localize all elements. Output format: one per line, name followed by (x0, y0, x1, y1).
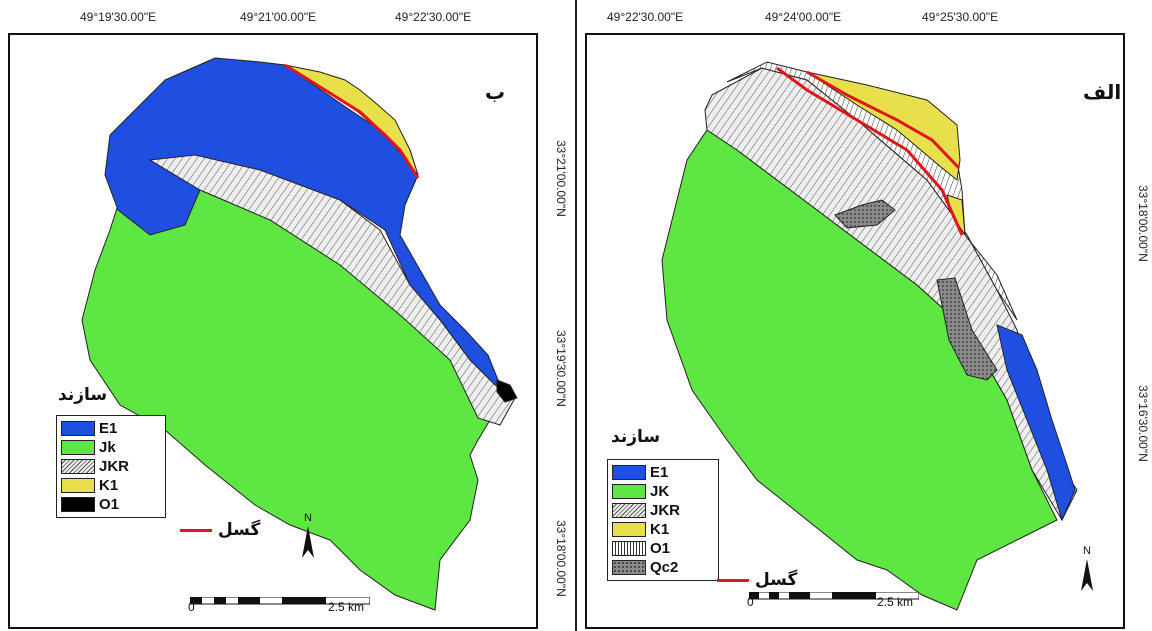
scale-bar: 0 2.5 km (188, 592, 371, 614)
swatch-jk (61, 440, 95, 455)
unit-qc2-area (936, 277, 998, 381)
legend-item: O1 (61, 495, 161, 514)
fault-line (806, 70, 961, 170)
legend-title: سازند (58, 385, 108, 405)
fault-line (284, 63, 420, 179)
fault-line (776, 66, 964, 236)
legend-item: Jk (61, 438, 161, 457)
map-frame (8, 33, 538, 629)
swatch-qc2 (612, 560, 646, 575)
geology-map-b (81, 57, 518, 611)
fault-line-swatch (717, 578, 749, 582)
legend-item: JKR (61, 457, 161, 476)
legend-item: Qc2 (612, 558, 714, 577)
map-panel-a: 49°22'30.00"E 49°24'00.00"E 49°25'30.00"… (577, 0, 1152, 631)
top-coord-label: 49°24'00.00"E (765, 10, 842, 24)
swatch-jkr (61, 459, 95, 474)
map-panel-b: 49°19'30.00"E 49°21'00.00"E 49°22'30.00"… (0, 0, 575, 631)
map-frame (585, 33, 1125, 629)
swatch-o1 (61, 497, 95, 512)
north-arrow: N (1077, 545, 1097, 598)
swatch-jk (612, 484, 646, 499)
north-arrow: N (298, 512, 318, 565)
swatch-jkr (612, 503, 646, 518)
north-arrow-icon (302, 526, 314, 558)
legend-b: E1 Jk JKR K1 O1 (56, 415, 166, 518)
top-coord-label: 49°22'30.00"E (395, 10, 472, 24)
scale-bar: 0 2.5 km (747, 587, 920, 609)
unit-k1-area (806, 71, 961, 181)
legend-a: E1 JK JKR K1 O1 Qc2 (607, 459, 719, 581)
panel-divider (575, 0, 577, 631)
unit-o1-area (496, 379, 518, 403)
swatch-k1 (61, 478, 95, 493)
geology-map-a (661, 61, 1078, 611)
panel-letter: ب (485, 80, 506, 104)
legend-item: K1 (61, 476, 161, 495)
swatch-o1 (612, 541, 646, 556)
top-coord-label: 49°22'30.00"E (607, 10, 684, 24)
north-arrow-icon (1081, 559, 1093, 591)
panel-letter: الف (1083, 80, 1122, 104)
unit-jk-area (81, 187, 491, 611)
legend-item: K1 (612, 520, 714, 539)
legend-item: JKR (612, 501, 714, 520)
legend-title: سازند (611, 427, 661, 447)
fault-legend: گسل (717, 570, 797, 590)
top-coord-label: 49°25'30.00"E (922, 10, 999, 24)
top-coord-label: 49°19'30.00"E (80, 10, 157, 24)
swatch-e1 (612, 465, 646, 480)
fault-legend: گسل (180, 520, 260, 540)
legend-item: E1 (61, 419, 161, 438)
swatch-k1 (612, 522, 646, 537)
swatch-e1 (61, 421, 95, 436)
unit-qc2-area (834, 199, 896, 229)
unit-e1-area (996, 324, 1076, 522)
legend-item: O1 (612, 539, 714, 558)
legend-item: E1 (612, 463, 714, 482)
top-coord-label: 49°21'00.00"E (240, 10, 317, 24)
legend-item: JK (612, 482, 714, 501)
fault-line-swatch (180, 528, 212, 532)
